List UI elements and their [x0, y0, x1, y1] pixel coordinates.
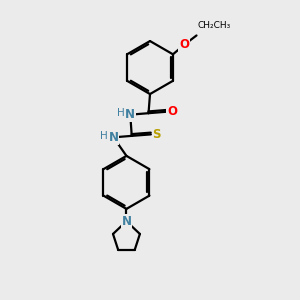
Text: CH₂CH₃: CH₂CH₃: [198, 21, 231, 30]
Text: S: S: [152, 128, 161, 141]
Text: O: O: [167, 105, 177, 118]
Text: H: H: [117, 108, 125, 118]
Text: N: N: [125, 108, 135, 121]
Text: H: H: [100, 131, 108, 141]
Text: N: N: [109, 131, 118, 144]
Text: O: O: [179, 38, 189, 51]
Text: N: N: [122, 215, 131, 228]
